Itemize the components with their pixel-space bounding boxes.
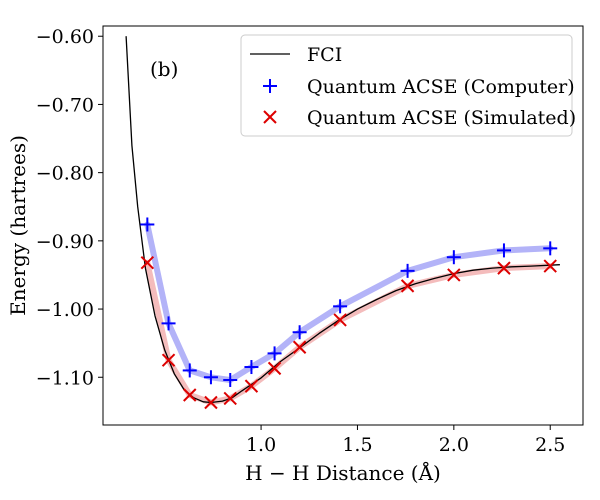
computer-point bbox=[161, 316, 176, 331]
simulated-point bbox=[400, 279, 415, 293]
x-axis-ticks: 1.0 1.5 2.0 2.5 bbox=[246, 425, 565, 456]
computer-point bbox=[292, 325, 307, 340]
simulated-point bbox=[292, 340, 307, 354]
legend-x-swatch bbox=[263, 110, 277, 124]
legend-box bbox=[240, 34, 573, 137]
y-tick-label: −1.00 bbox=[36, 299, 94, 321]
y-tick-label: −0.80 bbox=[36, 163, 94, 185]
simulated-point bbox=[267, 361, 282, 376]
marker-group bbox=[140, 217, 558, 410]
simulated-point bbox=[333, 313, 347, 327]
simulated-point bbox=[447, 268, 461, 282]
computer-point bbox=[446, 250, 461, 265]
legend-plus-swatch bbox=[263, 79, 277, 93]
legend: FCI Quantum ACSE (Computer) Quantum ACSE (… bbox=[240, 34, 576, 137]
panel-label: (b) bbox=[150, 57, 178, 81]
simulated-point bbox=[497, 261, 511, 275]
legend-entry: FCI bbox=[250, 44, 342, 66]
simulated-point bbox=[204, 395, 218, 410]
x-tick-label: 2.0 bbox=[439, 434, 469, 456]
computer-point bbox=[203, 370, 218, 385]
legend-entry: Quantum ACSE (Simulated) bbox=[263, 107, 576, 129]
y-axis-label: Energy (hartrees) bbox=[6, 135, 30, 316]
legend-label: Quantum ACSE (Simulated) bbox=[307, 107, 576, 129]
x-tick-label: 2.5 bbox=[535, 434, 565, 456]
x-tick-label: 1.5 bbox=[342, 434, 372, 456]
simulated-point bbox=[543, 259, 557, 273]
y-tick-label: −1.10 bbox=[36, 367, 94, 389]
computer-point bbox=[496, 243, 511, 258]
simulated-point bbox=[140, 255, 155, 270]
computer-point bbox=[182, 363, 197, 378]
y-tick-label: −0.90 bbox=[36, 231, 94, 253]
error-bands bbox=[144, 221, 554, 406]
simulated-point bbox=[223, 391, 237, 406]
computer-point bbox=[333, 299, 348, 314]
legend-entry: Quantum ACSE (Computer) bbox=[263, 76, 575, 98]
computer-point bbox=[400, 263, 415, 278]
legend-label: Quantum ACSE (Computer) bbox=[307, 76, 575, 98]
plot-frame bbox=[102, 25, 584, 426]
x-tick-label: 1.0 bbox=[246, 434, 276, 456]
computer-point bbox=[267, 346, 282, 361]
computer-point bbox=[244, 360, 259, 375]
y-tick-label: −0.60 bbox=[36, 26, 94, 48]
computer-point bbox=[223, 372, 238, 387]
computer-point bbox=[543, 241, 558, 256]
y-tick-label: −0.70 bbox=[36, 94, 94, 116]
band-simulated bbox=[144, 221, 554, 383]
x-axis-label: H − H Distance (Å) bbox=[245, 460, 441, 485]
computer-point bbox=[140, 217, 155, 232]
simulated-point bbox=[161, 353, 176, 367]
legend-label: FCI bbox=[307, 44, 342, 66]
simulated-point bbox=[183, 388, 197, 402]
simulated-point bbox=[244, 379, 259, 393]
band-computer bbox=[144, 259, 554, 406]
y-axis-ticks: −0.60 −0.70 −0.80 −0.90 −1.00 −1.10 bbox=[36, 26, 103, 389]
